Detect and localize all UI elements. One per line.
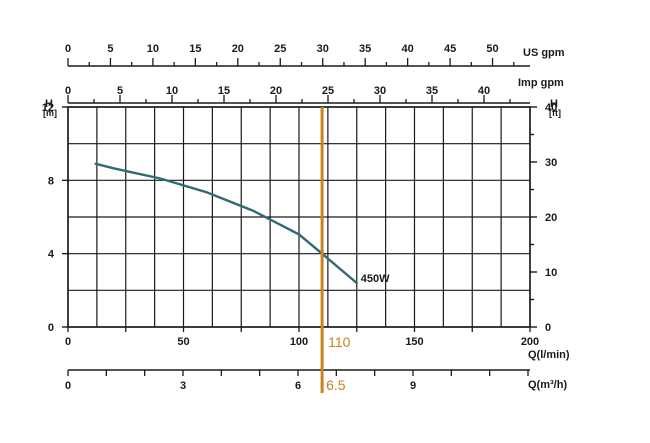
imp-gpm-tick-label: 40 xyxy=(478,85,490,97)
y-right-tick-label: 10 xyxy=(545,267,557,279)
imp-gpm-tick-label: 15 xyxy=(218,85,230,97)
x-axis-label: Q(l/min) xyxy=(528,349,570,361)
us-gpm-tick-label: 10 xyxy=(147,43,159,55)
m3h-tick-label: 0 xyxy=(65,380,71,392)
imp-gpm-tick-label: 25 xyxy=(322,85,334,97)
us-gpm-tick-label: 35 xyxy=(359,43,371,55)
imp-gpm-tick-label: 35 xyxy=(426,85,438,97)
us-gpm-tick-label: 20 xyxy=(232,43,244,55)
axes xyxy=(62,58,537,376)
y-right-label: H xyxy=(550,98,558,110)
y-right-unit: [ft] xyxy=(549,108,561,118)
us-gpm-tick-label: 40 xyxy=(402,43,414,55)
us-gpm-tick-label: 5 xyxy=(107,43,113,55)
m3h-axis-label: Q(m³/h) xyxy=(528,379,567,391)
imp-gpm-tick-label: 30 xyxy=(374,85,386,97)
performance-curve-450w xyxy=(94,162,358,285)
m3h-tick-label: 9 xyxy=(410,380,416,392)
us-gpm-tick-label: 30 xyxy=(317,43,329,55)
us-gpm-tick-label: 45 xyxy=(444,43,456,55)
y-left-tick-label: 8 xyxy=(48,175,54,187)
us-gpm-tick-label: 50 xyxy=(486,43,498,55)
y-left-tick-label: 4 xyxy=(48,249,55,261)
imp-gpm-tick-label: 5 xyxy=(117,85,123,97)
marker-label-top: 110 xyxy=(328,334,351,350)
series xyxy=(94,107,358,393)
y-right-tick-label: 40 xyxy=(545,102,557,114)
us-gpm-tick-label: 15 xyxy=(189,43,201,55)
imp-gpm-tick-label: 20 xyxy=(270,85,282,97)
x-tick-label: 0 xyxy=(65,336,71,348)
us-gpm-tick-label: 0 xyxy=(65,43,71,55)
grid xyxy=(67,106,531,328)
m3h-tick-label: 6 xyxy=(295,380,301,392)
x-tick-label: 100 xyxy=(290,336,308,348)
y-left-label: H xyxy=(45,98,53,110)
y-left-tick-label: 12 xyxy=(42,102,54,114)
y-right-tick-label: 30 xyxy=(545,157,557,169)
us-gpm-label: US gpm xyxy=(523,47,565,59)
y-right-tick-label: 0 xyxy=(545,322,551,334)
imp-gpm-tick-label: 10 xyxy=(166,85,178,97)
m3h-tick-label: 3 xyxy=(180,380,186,392)
x-tick-label: 150 xyxy=(405,336,423,348)
y-right-tick-label: 20 xyxy=(545,212,557,224)
us-gpm-tick-label: 25 xyxy=(274,43,286,55)
series-label: 450W xyxy=(361,273,390,285)
marker-label-bottom: 6.5 xyxy=(326,377,346,393)
y-left-unit: [m] xyxy=(43,108,57,118)
x-tick-label: 200 xyxy=(521,336,539,348)
x-tick-label: 50 xyxy=(177,336,189,348)
imp-gpm-tick-label: 0 xyxy=(65,85,71,97)
y-left-tick-label: 0 xyxy=(48,322,54,334)
imp-gpm-label: Imp gpm xyxy=(518,77,564,89)
